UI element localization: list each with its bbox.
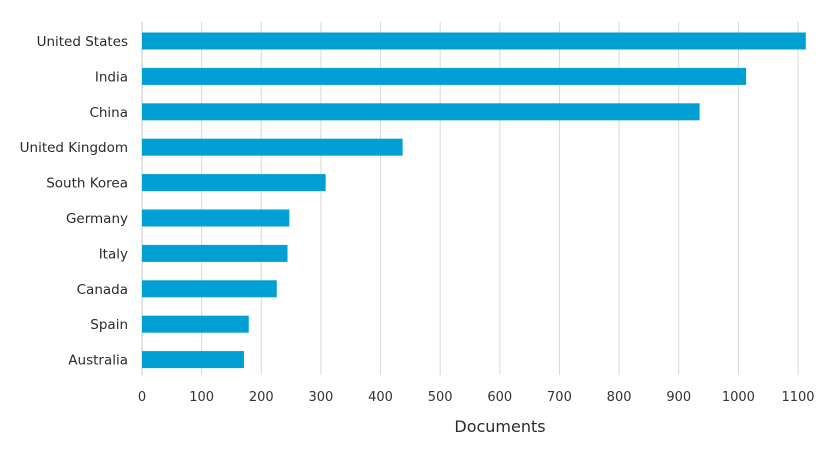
category-label: Spain	[90, 317, 128, 333]
x-tick-label: 900	[666, 390, 691, 405]
x-tick-label: 500	[428, 390, 453, 405]
bar-canada	[142, 280, 277, 298]
x-tick-label: 300	[308, 390, 333, 405]
bar-australia	[142, 351, 244, 369]
x-axis-title: Documents	[454, 417, 545, 436]
category-label: United Kingdom	[20, 140, 128, 156]
bar-italy	[142, 244, 288, 262]
bar-united-kingdom	[142, 138, 403, 156]
bars	[142, 32, 806, 369]
category-label: Canada	[77, 282, 128, 298]
bar-china	[142, 103, 700, 121]
category-label: United States	[37, 34, 128, 50]
x-tick-label: 400	[368, 390, 393, 405]
x-tick-labels: 0 100 200 300 400 500 600 700 800 900 1000 1100	[138, 390, 815, 405]
bar-india	[142, 67, 747, 85]
category-label: Germany	[66, 211, 128, 227]
category-label: Italy	[99, 246, 128, 262]
bar-germany	[142, 209, 290, 227]
x-tick-label: 1000	[722, 390, 755, 405]
x-tick-label: 200	[249, 390, 274, 405]
x-tick-label: 800	[607, 390, 632, 405]
bar-spain	[142, 315, 249, 333]
bar-south-korea	[142, 174, 326, 192]
category-label: India	[95, 69, 128, 85]
x-tick-label: 0	[138, 390, 146, 405]
x-tick-label: 100	[189, 390, 214, 405]
bar-united-states	[142, 32, 806, 50]
category-label: South Korea	[46, 176, 128, 192]
category-label: Australia	[68, 353, 128, 369]
x-tick-label: 1100	[781, 390, 814, 405]
x-tick-label: 700	[547, 390, 572, 405]
category-label: China	[89, 105, 128, 121]
category-labels: United States India China United Kingdom Sou…	[20, 34, 128, 369]
x-tick-label: 600	[487, 390, 512, 405]
